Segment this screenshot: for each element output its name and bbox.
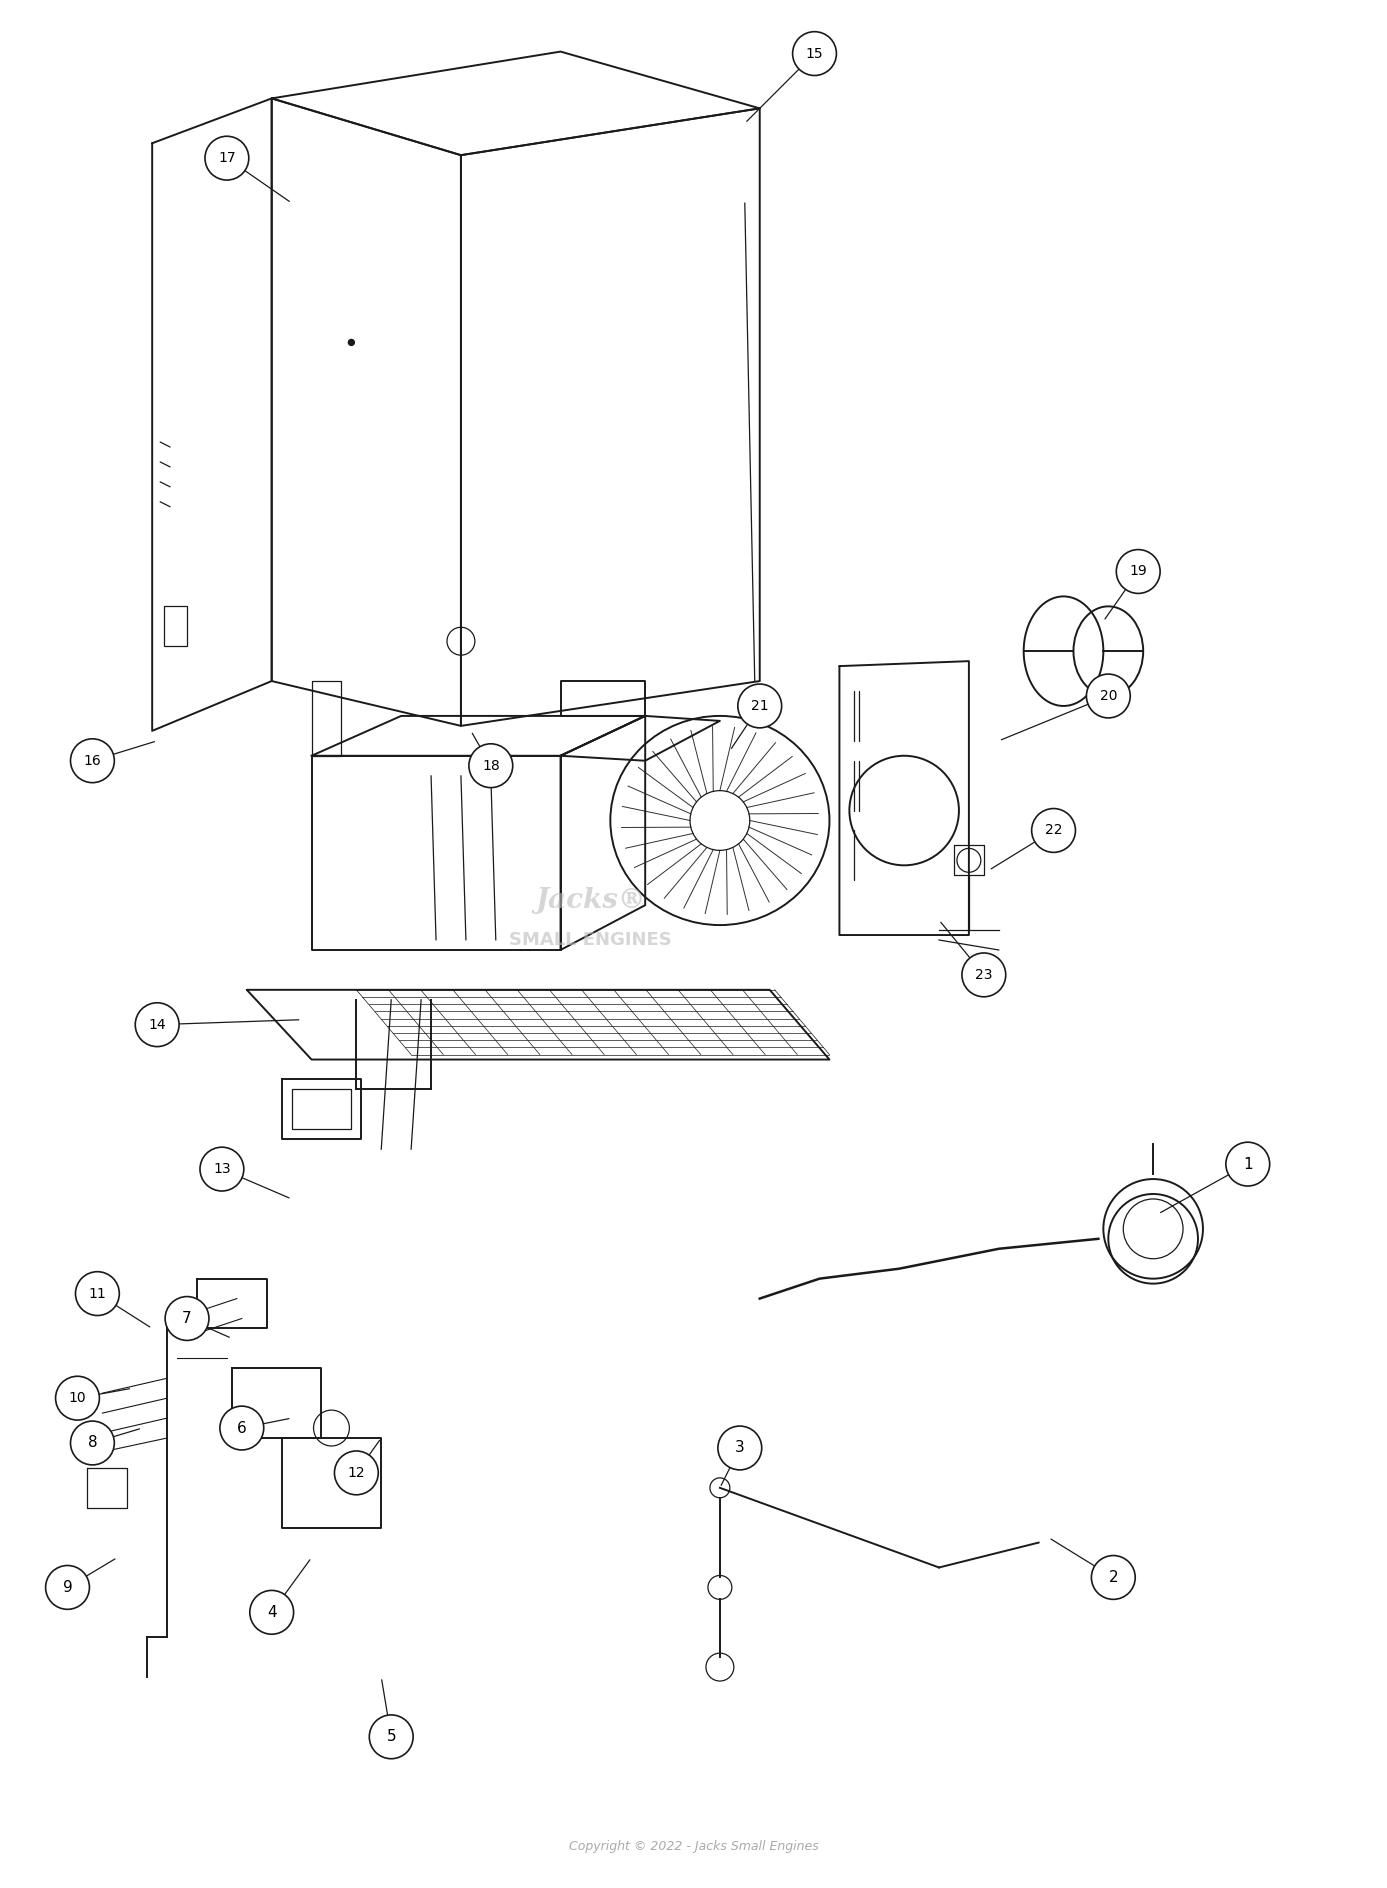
- Circle shape: [205, 136, 248, 179]
- Circle shape: [348, 340, 354, 346]
- Text: 19: 19: [1129, 565, 1147, 578]
- Circle shape: [71, 1422, 114, 1465]
- Text: 8: 8: [87, 1435, 97, 1450]
- Text: 12: 12: [348, 1465, 365, 1480]
- Text: 17: 17: [218, 151, 236, 164]
- Circle shape: [55, 1376, 100, 1420]
- Circle shape: [46, 1565, 89, 1609]
- Circle shape: [250, 1590, 294, 1635]
- Text: 15: 15: [806, 47, 824, 60]
- Circle shape: [75, 1273, 119, 1316]
- Circle shape: [738, 683, 782, 729]
- Circle shape: [1226, 1142, 1269, 1186]
- Text: 18: 18: [481, 759, 499, 772]
- Circle shape: [165, 1297, 209, 1340]
- Circle shape: [963, 953, 1006, 997]
- Circle shape: [1117, 549, 1160, 593]
- Circle shape: [469, 744, 513, 787]
- Circle shape: [1032, 808, 1075, 851]
- Text: 7: 7: [182, 1310, 191, 1325]
- Text: 13: 13: [214, 1163, 230, 1176]
- Circle shape: [718, 1425, 761, 1471]
- Text: 5: 5: [387, 1729, 397, 1745]
- Circle shape: [1092, 1556, 1135, 1599]
- Text: 3: 3: [735, 1441, 745, 1456]
- Circle shape: [792, 32, 836, 76]
- Text: 11: 11: [89, 1286, 107, 1301]
- Text: Jacks®: Jacks®: [535, 887, 646, 914]
- Text: 21: 21: [750, 699, 768, 714]
- Circle shape: [200, 1148, 244, 1191]
- Circle shape: [1086, 674, 1130, 717]
- Circle shape: [221, 1407, 264, 1450]
- Text: 16: 16: [83, 753, 101, 768]
- Text: 6: 6: [237, 1420, 247, 1435]
- Text: 9: 9: [62, 1580, 72, 1595]
- Circle shape: [369, 1714, 413, 1760]
- Text: 2: 2: [1108, 1571, 1118, 1584]
- Text: 10: 10: [69, 1391, 86, 1405]
- Circle shape: [334, 1452, 379, 1495]
- Text: 14: 14: [148, 1018, 166, 1031]
- Text: 4: 4: [266, 1605, 276, 1620]
- Circle shape: [71, 738, 114, 784]
- Text: 20: 20: [1100, 689, 1117, 702]
- Text: 22: 22: [1044, 823, 1062, 838]
- Text: 1: 1: [1243, 1157, 1252, 1172]
- Circle shape: [136, 1003, 179, 1046]
- Text: 23: 23: [975, 969, 993, 982]
- Text: Copyright © 2022 - Jacks Small Engines: Copyright © 2022 - Jacks Small Engines: [569, 1841, 818, 1852]
- Text: SMALL ENGINES: SMALL ENGINES: [509, 931, 671, 950]
